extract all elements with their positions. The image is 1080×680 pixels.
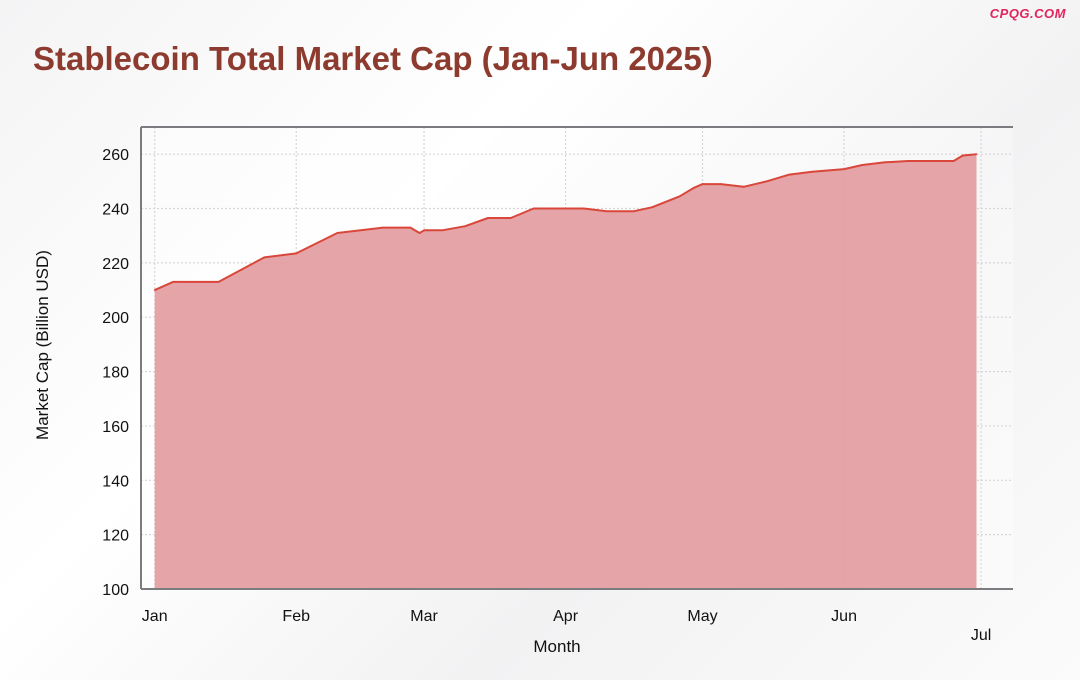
data-point [583, 207, 585, 210]
data-point [962, 154, 964, 157]
data-point [382, 226, 384, 229]
x-tick-label: Jun [831, 608, 857, 625]
data-point [651, 206, 654, 208]
series-line [154, 153, 977, 292]
area-fill [154, 154, 977, 589]
y-tick-label: 200 [102, 310, 129, 327]
y-tick-label: 120 [102, 528, 129, 545]
y-tick-label: 220 [102, 256, 129, 273]
y-tick-label: 240 [102, 202, 129, 219]
data-point [464, 225, 466, 227]
y-tick-label: 160 [102, 419, 129, 436]
data-point [263, 256, 266, 259]
data-point [441, 229, 444, 232]
y-tick-label: 140 [102, 473, 129, 490]
x-axis-label: Month [533, 637, 580, 656]
data-point [172, 281, 174, 283]
x-tick-label: Jul [971, 627, 991, 644]
x-tick-label: Feb [282, 608, 310, 625]
data-point [605, 210, 608, 212]
data-point [532, 207, 535, 210]
data-point [510, 217, 512, 219]
data-point [678, 195, 681, 198]
data-point [788, 173, 791, 176]
y-axis-label: Market Cap (Billion USD) [33, 250, 52, 440]
data-point [742, 186, 745, 188]
data-point [701, 183, 704, 185]
data-point [861, 164, 864, 166]
data-point [720, 183, 722, 185]
data-point [765, 180, 768, 183]
data-point [487, 217, 489, 219]
data-point [336, 232, 339, 234]
data-point [217, 281, 220, 283]
x-tick-label: May [687, 608, 717, 625]
area-series [153, 153, 978, 589]
data-point [692, 187, 695, 189]
data-point [907, 160, 909, 162]
x-tick-label: Apr [553, 608, 579, 625]
data-point [975, 153, 978, 155]
data-point [153, 289, 156, 291]
data-point [633, 210, 635, 212]
data-point [423, 229, 425, 232]
data-point [952, 160, 955, 162]
data-point [418, 232, 421, 234]
data-point [295, 252, 298, 255]
y-axis: 100 120 140 160 180 200 220 240 260 [102, 147, 129, 599]
data-point [930, 160, 932, 162]
y-tick-label: 180 [102, 365, 129, 382]
y-tick-label: 260 [102, 147, 129, 164]
data-point [409, 226, 412, 229]
watermark: CPQG.COM [989, 6, 1066, 21]
data-point [811, 171, 813, 173]
data-point [564, 207, 567, 210]
x-tick-label: Mar [410, 608, 438, 625]
x-tick-label: Jan [142, 608, 168, 625]
x-axis: Jan Feb Mar Apr May Jun Jul [142, 608, 991, 644]
y-tick-label: 100 [102, 582, 129, 599]
data-point [843, 168, 845, 170]
plot-frame [140, 126, 1013, 590]
chart-title: Stablecoin Total Market Cap (Jan-Jun 202… [33, 40, 713, 77]
data-point [884, 161, 886, 164]
